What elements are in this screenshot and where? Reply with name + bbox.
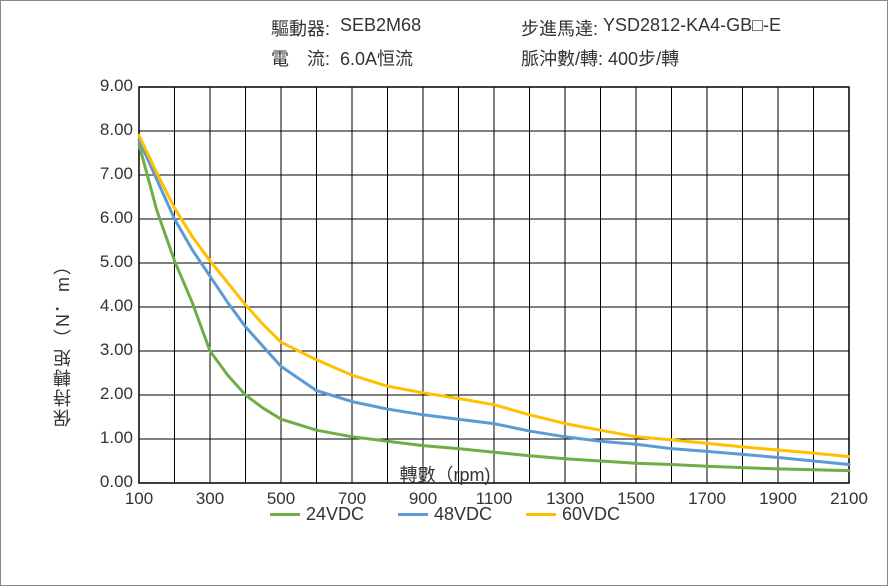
y-tick-label: 2.00 (83, 384, 133, 404)
x-tick-label: 1300 (535, 489, 595, 509)
y-tick-label: 7.00 (83, 164, 133, 184)
x-tick-label: 700 (322, 489, 382, 509)
chart: 保持轉矩（N．m） 轉數（rpm) 24VDC 48VDC 60VDC 0.00… (21, 81, 869, 541)
legend-swatch-48vdc (398, 513, 428, 516)
header-motor: 步進馬達: YSD2812-KA4-GB□-E (521, 15, 781, 41)
header-pulses-label: 脈沖數/轉: (521, 45, 603, 71)
header-row-2: 電 流: 6.0A恒流 脈沖數/轉: 400步/轉 (1, 45, 887, 71)
header-motor-value: YSD2812-KA4-GB□-E (603, 15, 781, 41)
y-tick-label: 5.00 (83, 252, 133, 272)
plot-svg (21, 81, 869, 521)
x-tick-label: 1100 (464, 489, 524, 509)
y-tick-label: 1.00 (83, 428, 133, 448)
x-tick-label: 300 (180, 489, 240, 509)
legend-swatch-24vdc (270, 513, 300, 516)
header: 驅動器: SEB2M68 步進馬達: YSD2812-KA4-GB□-E 電 流… (1, 15, 887, 75)
y-tick-label: 6.00 (83, 208, 133, 228)
y-tick-label: 9.00 (83, 76, 133, 96)
figure-container: 驅動器: SEB2M68 步進馬達: YSD2812-KA4-GB□-E 電 流… (0, 0, 888, 586)
header-current-label: 電 流: (271, 45, 330, 71)
header-pulses: 脈沖數/轉: 400步/轉 (521, 45, 679, 71)
header-current-value: 6.0A恒流 (340, 45, 413, 71)
y-tick-label: 8.00 (83, 120, 133, 140)
x-tick-label: 2100 (819, 489, 879, 509)
x-tick-label: 500 (251, 489, 311, 509)
x-tick-label: 1900 (748, 489, 808, 509)
y-tick-label: 4.00 (83, 296, 133, 316)
header-driver-value: SEB2M68 (340, 15, 421, 41)
header-row-1: 驅動器: SEB2M68 步進馬達: YSD2812-KA4-GB□-E (1, 15, 887, 41)
header-current: 電 流: 6.0A恒流 (271, 45, 501, 71)
y-tick-label: 3.00 (83, 340, 133, 360)
header-pulses-value: 400步/轉 (608, 45, 679, 71)
x-tick-label: 100 (109, 489, 169, 509)
header-driver: 驅動器: SEB2M68 (271, 15, 501, 41)
legend-swatch-60vdc (526, 513, 556, 516)
x-tick-label: 900 (393, 489, 453, 509)
x-axis-label: 轉數（rpm) (21, 461, 869, 487)
x-tick-label: 1500 (606, 489, 666, 509)
x-tick-label: 1700 (677, 489, 737, 509)
header-driver-label: 驅動器: (271, 15, 330, 41)
header-motor-label: 步進馬達: (521, 15, 598, 41)
